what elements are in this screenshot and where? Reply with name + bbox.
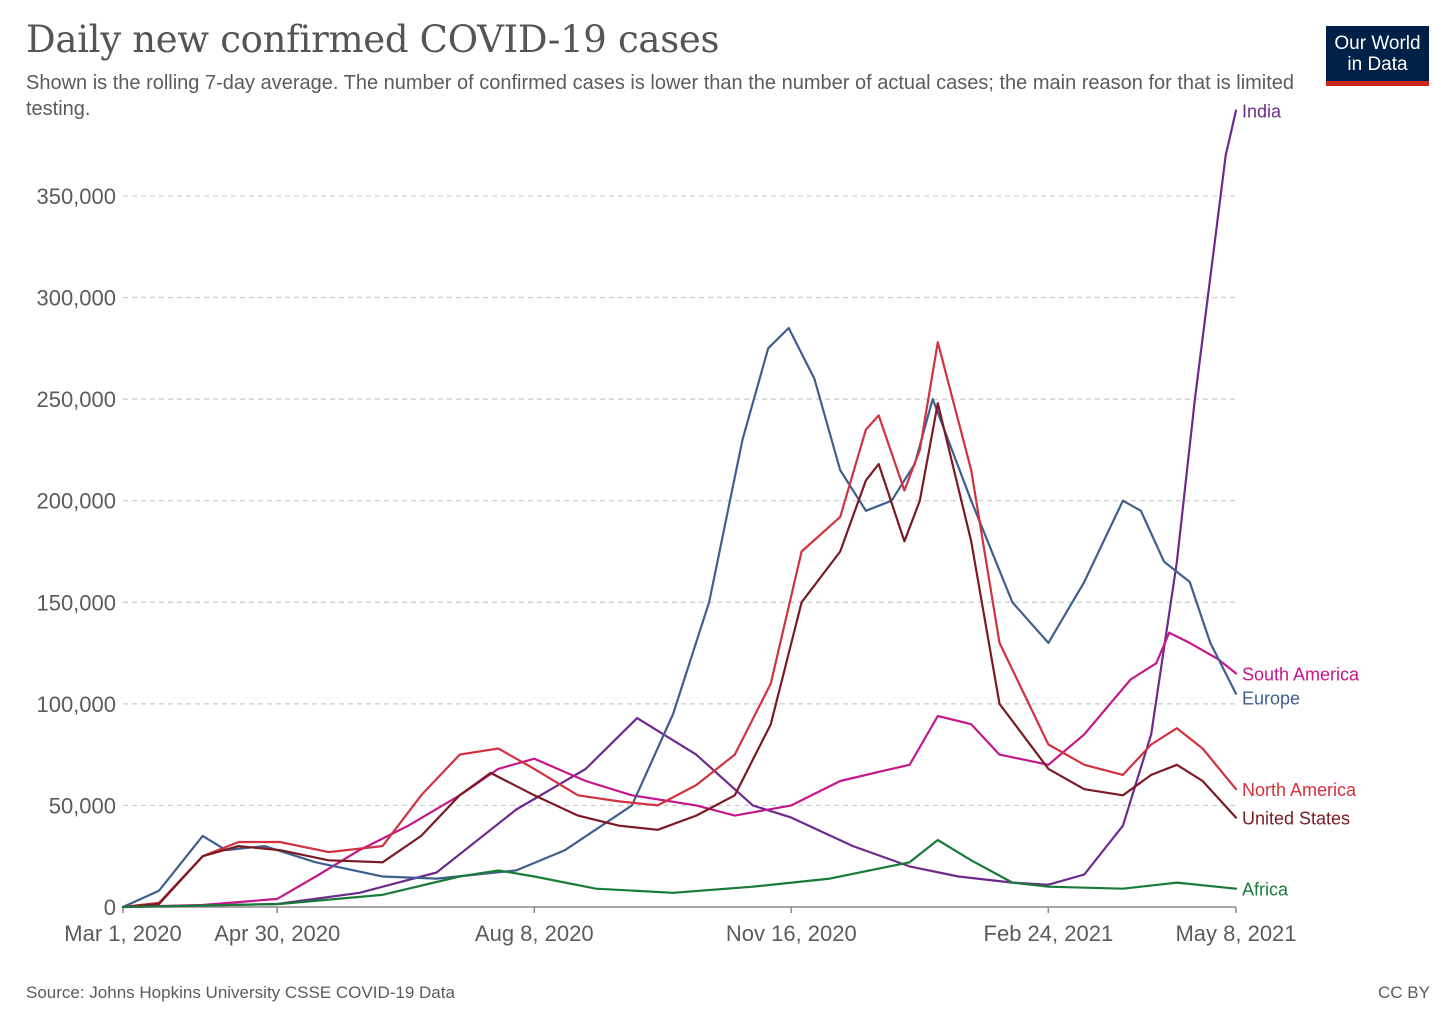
y-tick-label: 100,000 bbox=[36, 692, 116, 717]
series-line-united-states[interactable] bbox=[121, 402, 1238, 909]
x-tick-label: Feb 24, 2021 bbox=[984, 921, 1114, 946]
series-line-africa[interactable] bbox=[121, 838, 1238, 909]
owid-logo[interactable]: Our World in Data bbox=[1326, 26, 1429, 86]
source-note[interactable]: Source: Johns Hopkins University CSSE CO… bbox=[26, 983, 455, 1002]
series-lines bbox=[121, 109, 1238, 909]
x-tick-label: Mar 1, 2020 bbox=[64, 921, 181, 946]
y-tick-label: 50,000 bbox=[49, 793, 116, 818]
y-tick-label: 350,000 bbox=[36, 184, 116, 209]
series-label-europe: Europe bbox=[1242, 688, 1300, 708]
series-line-europe[interactable] bbox=[121, 326, 1238, 909]
y-tick-label: 250,000 bbox=[36, 387, 116, 412]
axes: 0 50,000 100,000 150,000 200,000 250,000 300,0… bbox=[36, 184, 1296, 946]
series-label-united-states: United States bbox=[1242, 809, 1350, 829]
y-tick-label: 200,000 bbox=[36, 489, 116, 514]
x-tick-label: Apr 30, 2020 bbox=[214, 921, 340, 946]
gridlines bbox=[123, 195, 1236, 807]
series-label-india: India bbox=[1242, 102, 1282, 122]
y-tick-label: 0 bbox=[104, 895, 116, 920]
y-tick-label: 150,000 bbox=[36, 590, 116, 615]
series-label-south-america: South America bbox=[1242, 664, 1360, 684]
x-tick-label: Nov 16, 2020 bbox=[726, 921, 857, 946]
series-line-north-america[interactable] bbox=[121, 341, 1238, 909]
chart-title: Daily new confirmed COVID-19 cases bbox=[26, 18, 720, 61]
series-line-india[interactable] bbox=[121, 109, 1238, 909]
logo-line-1: Our World bbox=[1334, 33, 1421, 54]
series-line-south-america[interactable] bbox=[121, 631, 1238, 909]
series-labels: India South America Europe North America Uni… bbox=[1242, 102, 1360, 900]
series-label-north-america: North America bbox=[1242, 780, 1357, 800]
license-link[interactable]: CC BY bbox=[1378, 983, 1430, 1002]
logo-line-2: in Data bbox=[1347, 54, 1408, 75]
x-tick-label: May 8, 2021 bbox=[1175, 921, 1296, 946]
x-tick-label: Aug 8, 2020 bbox=[475, 921, 594, 946]
y-tick-label: 300,000 bbox=[36, 286, 116, 311]
series-label-africa: Africa bbox=[1242, 880, 1289, 900]
chart-subtitle: Shown is the rolling 7-day average. The … bbox=[26, 72, 1295, 120]
